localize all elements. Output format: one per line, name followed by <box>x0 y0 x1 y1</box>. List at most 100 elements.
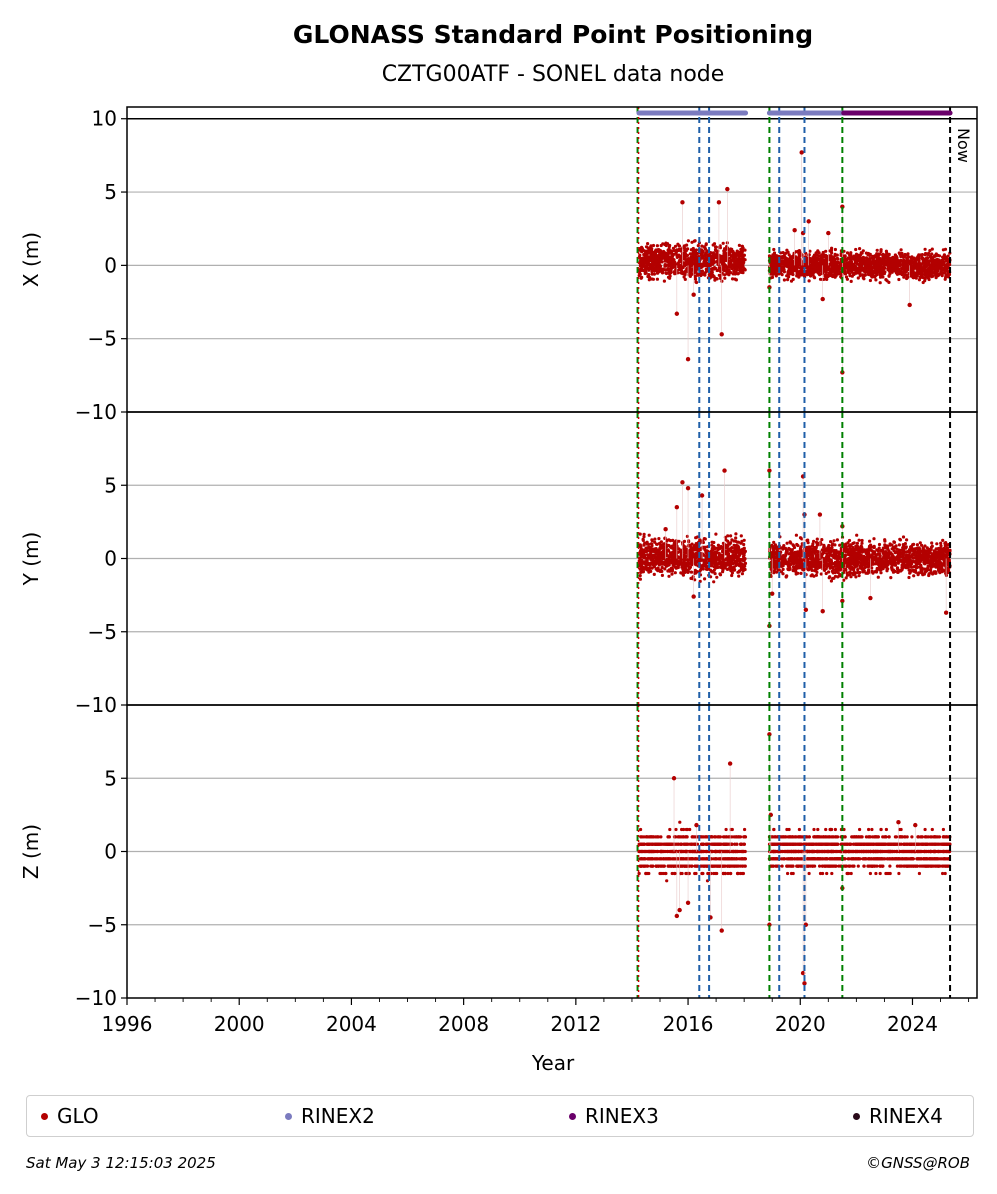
data-point <box>714 532 718 536</box>
data-point <box>679 571 683 575</box>
data-point <box>862 277 866 281</box>
data-point <box>924 251 928 256</box>
data-point <box>932 266 937 270</box>
outlier-point <box>792 227 797 233</box>
data-point <box>739 541 743 545</box>
data-point <box>681 542 685 546</box>
data-point <box>817 265 821 269</box>
data-point <box>661 543 665 547</box>
data-point <box>737 265 741 269</box>
data-point <box>781 567 785 572</box>
data-point <box>651 549 655 553</box>
data-point <box>821 250 825 255</box>
data-point <box>743 248 747 252</box>
data-point <box>711 267 715 271</box>
data-point <box>707 273 711 277</box>
data-point <box>683 566 688 571</box>
data-point <box>848 573 852 577</box>
data-point <box>648 275 652 280</box>
y-tick-label: 0 <box>104 253 117 277</box>
data-point <box>741 547 746 551</box>
data-point <box>909 274 913 278</box>
data-point <box>663 268 667 272</box>
data-point <box>715 260 719 264</box>
data-point <box>652 572 656 577</box>
data-point <box>660 546 664 550</box>
data-point <box>942 253 947 257</box>
data-point <box>927 573 931 578</box>
data-point <box>692 239 696 243</box>
data-point <box>662 551 666 556</box>
data-point <box>899 269 903 273</box>
data-point <box>729 547 733 551</box>
data-point <box>698 538 702 542</box>
data-point <box>883 256 888 260</box>
data-point <box>943 277 947 281</box>
data-point <box>935 259 939 263</box>
data-point <box>728 256 732 260</box>
data-point <box>848 272 852 276</box>
data-point <box>876 266 880 270</box>
data-point <box>649 569 653 574</box>
data-point <box>739 534 743 538</box>
data-point <box>845 251 850 255</box>
data-point <box>856 276 860 280</box>
data-point <box>711 243 715 247</box>
data-point <box>931 271 936 275</box>
data-point <box>767 254 772 258</box>
data-point <box>651 243 656 248</box>
data-point <box>683 277 687 281</box>
data-point <box>881 253 885 257</box>
data-point <box>645 542 649 546</box>
data-point <box>937 273 941 277</box>
data-point <box>832 568 836 572</box>
data-point <box>741 262 745 267</box>
data-point <box>918 271 922 275</box>
data-point <box>679 555 683 559</box>
data-point <box>653 537 657 541</box>
data-point <box>646 242 650 246</box>
data-point <box>666 248 670 252</box>
data-point <box>710 552 714 556</box>
data-point <box>741 265 745 269</box>
data-point <box>900 254 905 258</box>
data-point <box>638 253 642 257</box>
data-point <box>690 272 694 276</box>
data-point <box>721 241 725 245</box>
data-point <box>845 561 849 566</box>
data-point <box>684 248 688 252</box>
data-point <box>729 560 733 564</box>
data-point <box>640 245 644 249</box>
data-point <box>822 253 826 257</box>
data-point <box>900 266 904 270</box>
data-point <box>655 542 659 546</box>
data-point <box>874 570 879 574</box>
data-point <box>899 552 904 556</box>
data-point <box>653 556 657 560</box>
data-point <box>674 553 679 557</box>
data-point <box>925 256 930 260</box>
data-point <box>785 541 789 545</box>
data-point <box>734 550 738 554</box>
data-point <box>884 259 888 263</box>
data-point <box>889 267 893 271</box>
data-point <box>677 244 682 248</box>
data-point <box>782 278 787 282</box>
data-point <box>662 255 667 259</box>
data-point <box>741 253 745 257</box>
data-point <box>940 274 944 278</box>
data-point <box>736 272 740 276</box>
outlier-point <box>674 311 680 316</box>
data-point <box>692 262 696 266</box>
data-point <box>731 258 735 262</box>
data-point <box>638 574 642 578</box>
data-point <box>805 263 809 267</box>
data-point <box>797 252 801 256</box>
data-point <box>862 257 866 262</box>
data-point <box>870 553 874 557</box>
data-point <box>658 264 663 268</box>
data-point <box>894 544 898 548</box>
data-point <box>852 257 856 261</box>
panel-y: 50−5−10Y (m) <box>19 411 978 717</box>
data-point <box>830 256 834 260</box>
